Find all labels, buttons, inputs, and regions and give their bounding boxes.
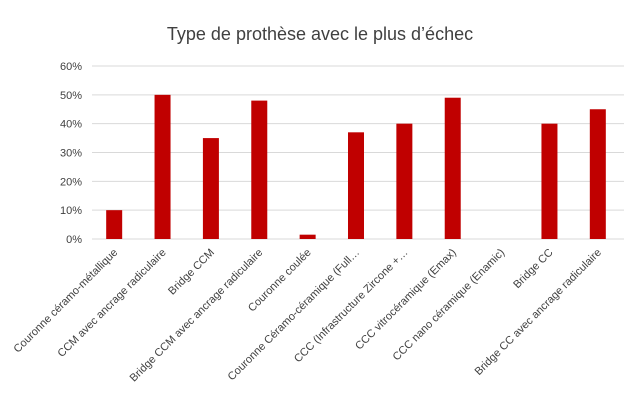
y-axis-tick-labels: 0% 10% 20% 30% 40% 50% 60% [60, 61, 82, 246]
bar [444, 97, 461, 239]
bars [106, 94, 606, 239]
x-category-label: CCM avec ancrage radiculaire [56, 247, 169, 360]
y-tick-label: 20% [60, 176, 82, 188]
y-tick-label: 50% [60, 90, 82, 102]
bar [348, 132, 364, 239]
y-tick-label: 40% [60, 119, 82, 131]
x-category-label: Couronne céramo-métallique [12, 247, 121, 356]
y-tick-label: 60% [60, 61, 82, 73]
y-tick-label: 10% [60, 205, 82, 217]
chart-title: Type de prothèse avec le plus d’échec [166, 24, 474, 44]
y-tick-label: 30% [60, 148, 82, 160]
x-category-label: CCC vitrocéramique (Emax) [353, 247, 459, 353]
bar [106, 210, 123, 239]
bar [154, 94, 171, 239]
bar [396, 123, 413, 239]
y-tick-label: 0% [66, 234, 82, 246]
bar [251, 100, 268, 239]
x-category-label: Bridge CCM [166, 247, 217, 298]
bar [589, 109, 606, 239]
x-category-label: Bridge CC [511, 247, 555, 291]
bar [299, 234, 316, 239]
bar [202, 138, 219, 239]
bar [541, 123, 558, 239]
